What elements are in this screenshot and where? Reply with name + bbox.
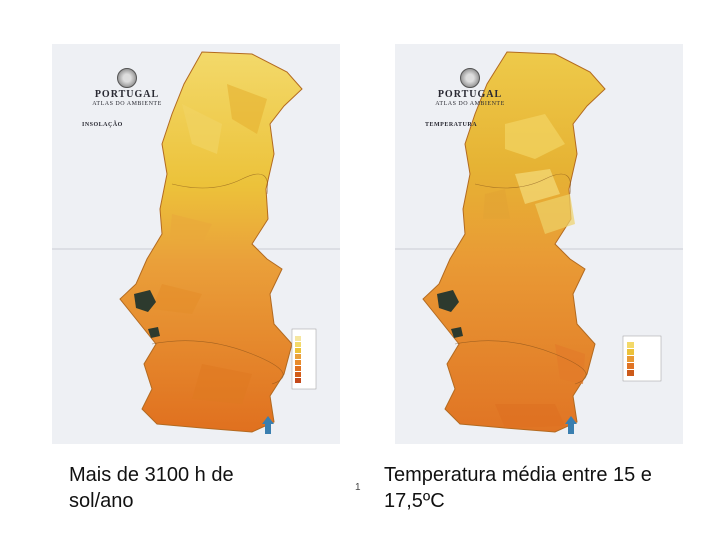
portugal-mainland-shape (422, 51, 606, 433)
insolation-map-graphic (52, 44, 340, 444)
north-arrow-icon (262, 416, 274, 434)
map-theme: INSOLAÇÃO (82, 122, 123, 128)
map-subtitle: ATLAS DO AMBIENTE (92, 101, 162, 107)
sado-estuary (148, 327, 160, 338)
map-header: PORTUGAL ATLAS DO AMBIENTE (425, 68, 515, 108)
map-title: PORTUGAL (437, 89, 503, 100)
tagus-estuary (437, 290, 459, 312)
north-arrow-icon (565, 416, 577, 434)
legend-box (291, 328, 317, 390)
sado-estuary (451, 327, 463, 338)
tagus-estuary (134, 290, 156, 312)
page-number: 1 (355, 482, 361, 493)
insolation-map: PORTUGAL ATLAS DO AMBIENTE INSOLAÇÃO (52, 44, 340, 444)
legend-box (622, 335, 662, 382)
temperature-caption: Temperatura média entre 15 e 17,5ºC (384, 464, 652, 512)
portugal-mainland-shape (119, 51, 303, 433)
map-theme: TEMPERATURA (425, 122, 478, 128)
map-subtitle: ATLAS DO AMBIENTE (435, 101, 505, 107)
coat-of-arms-icon (460, 68, 480, 88)
map-header: PORTUGAL ATLAS DO AMBIENTE (82, 68, 172, 108)
coat-of-arms-icon (117, 68, 137, 88)
insolation-caption: Mais de 3100 h de sol/ano (69, 464, 234, 512)
temperature-map-graphic (395, 44, 683, 444)
temperature-map: PORTUGAL ATLAS DO AMBIENTE TEMPERATURA (395, 44, 683, 444)
map-title: PORTUGAL (94, 89, 160, 100)
